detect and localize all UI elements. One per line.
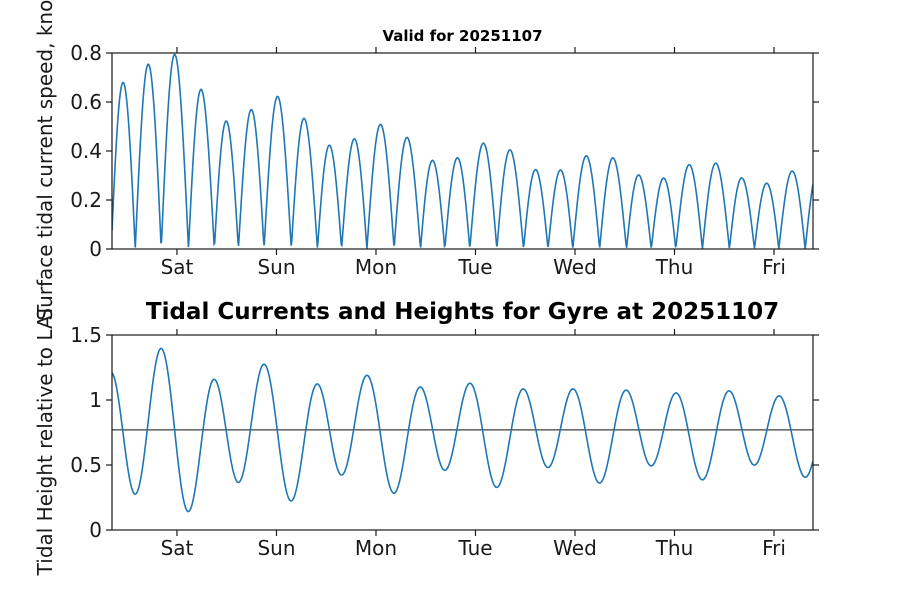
ylabel-tidal-height: Tidal Height relative to LAT: [33, 304, 57, 576]
x-tick-label: Thu: [655, 536, 694, 560]
x-tick-label: Sun: [257, 255, 295, 279]
main-title: Tidal Currents and Heights for Gyre at 2…: [145, 299, 780, 325]
axes-border: [111, 334, 814, 531]
x-tick-label: Sun: [257, 536, 295, 560]
x-tick-label: Wed: [553, 536, 597, 560]
x-tick-label: Fri: [762, 255, 786, 279]
y-tick-label: 0.8: [70, 41, 102, 65]
subplot-title-valid-for: Valid for 20251107: [382, 27, 543, 45]
x-tick-label: Sat: [161, 255, 194, 279]
axes-border: [111, 52, 814, 250]
x-tick-label: Tue: [457, 255, 492, 279]
y-tick-label: 0: [89, 518, 102, 542]
ylabel-current-speed: Surface tidal current speed, knots: [33, 0, 57, 321]
y-tick-label: 0.2: [70, 188, 102, 212]
x-tick-label: Thu: [655, 255, 694, 279]
x-tick-label: Mon: [355, 255, 397, 279]
x-tick-label: Mon: [355, 536, 397, 560]
y-tick-label: 1: [89, 388, 102, 412]
y-tick-label: 0.5: [70, 453, 102, 477]
x-tick-label: Tue: [457, 536, 492, 560]
surface-current-speed-curve: [112, 53, 813, 249]
x-tick-label: Fri: [762, 536, 786, 560]
tidal-height-curve: [112, 347, 813, 513]
x-tick-label: Wed: [553, 255, 597, 279]
y-tick-label: 1.5: [70, 323, 102, 347]
x-tick-label: Sat: [161, 536, 194, 560]
y-tick-label: 0.4: [70, 139, 102, 163]
y-tick-label: 0: [89, 237, 102, 261]
y-tick-label: 0.6: [70, 90, 102, 114]
